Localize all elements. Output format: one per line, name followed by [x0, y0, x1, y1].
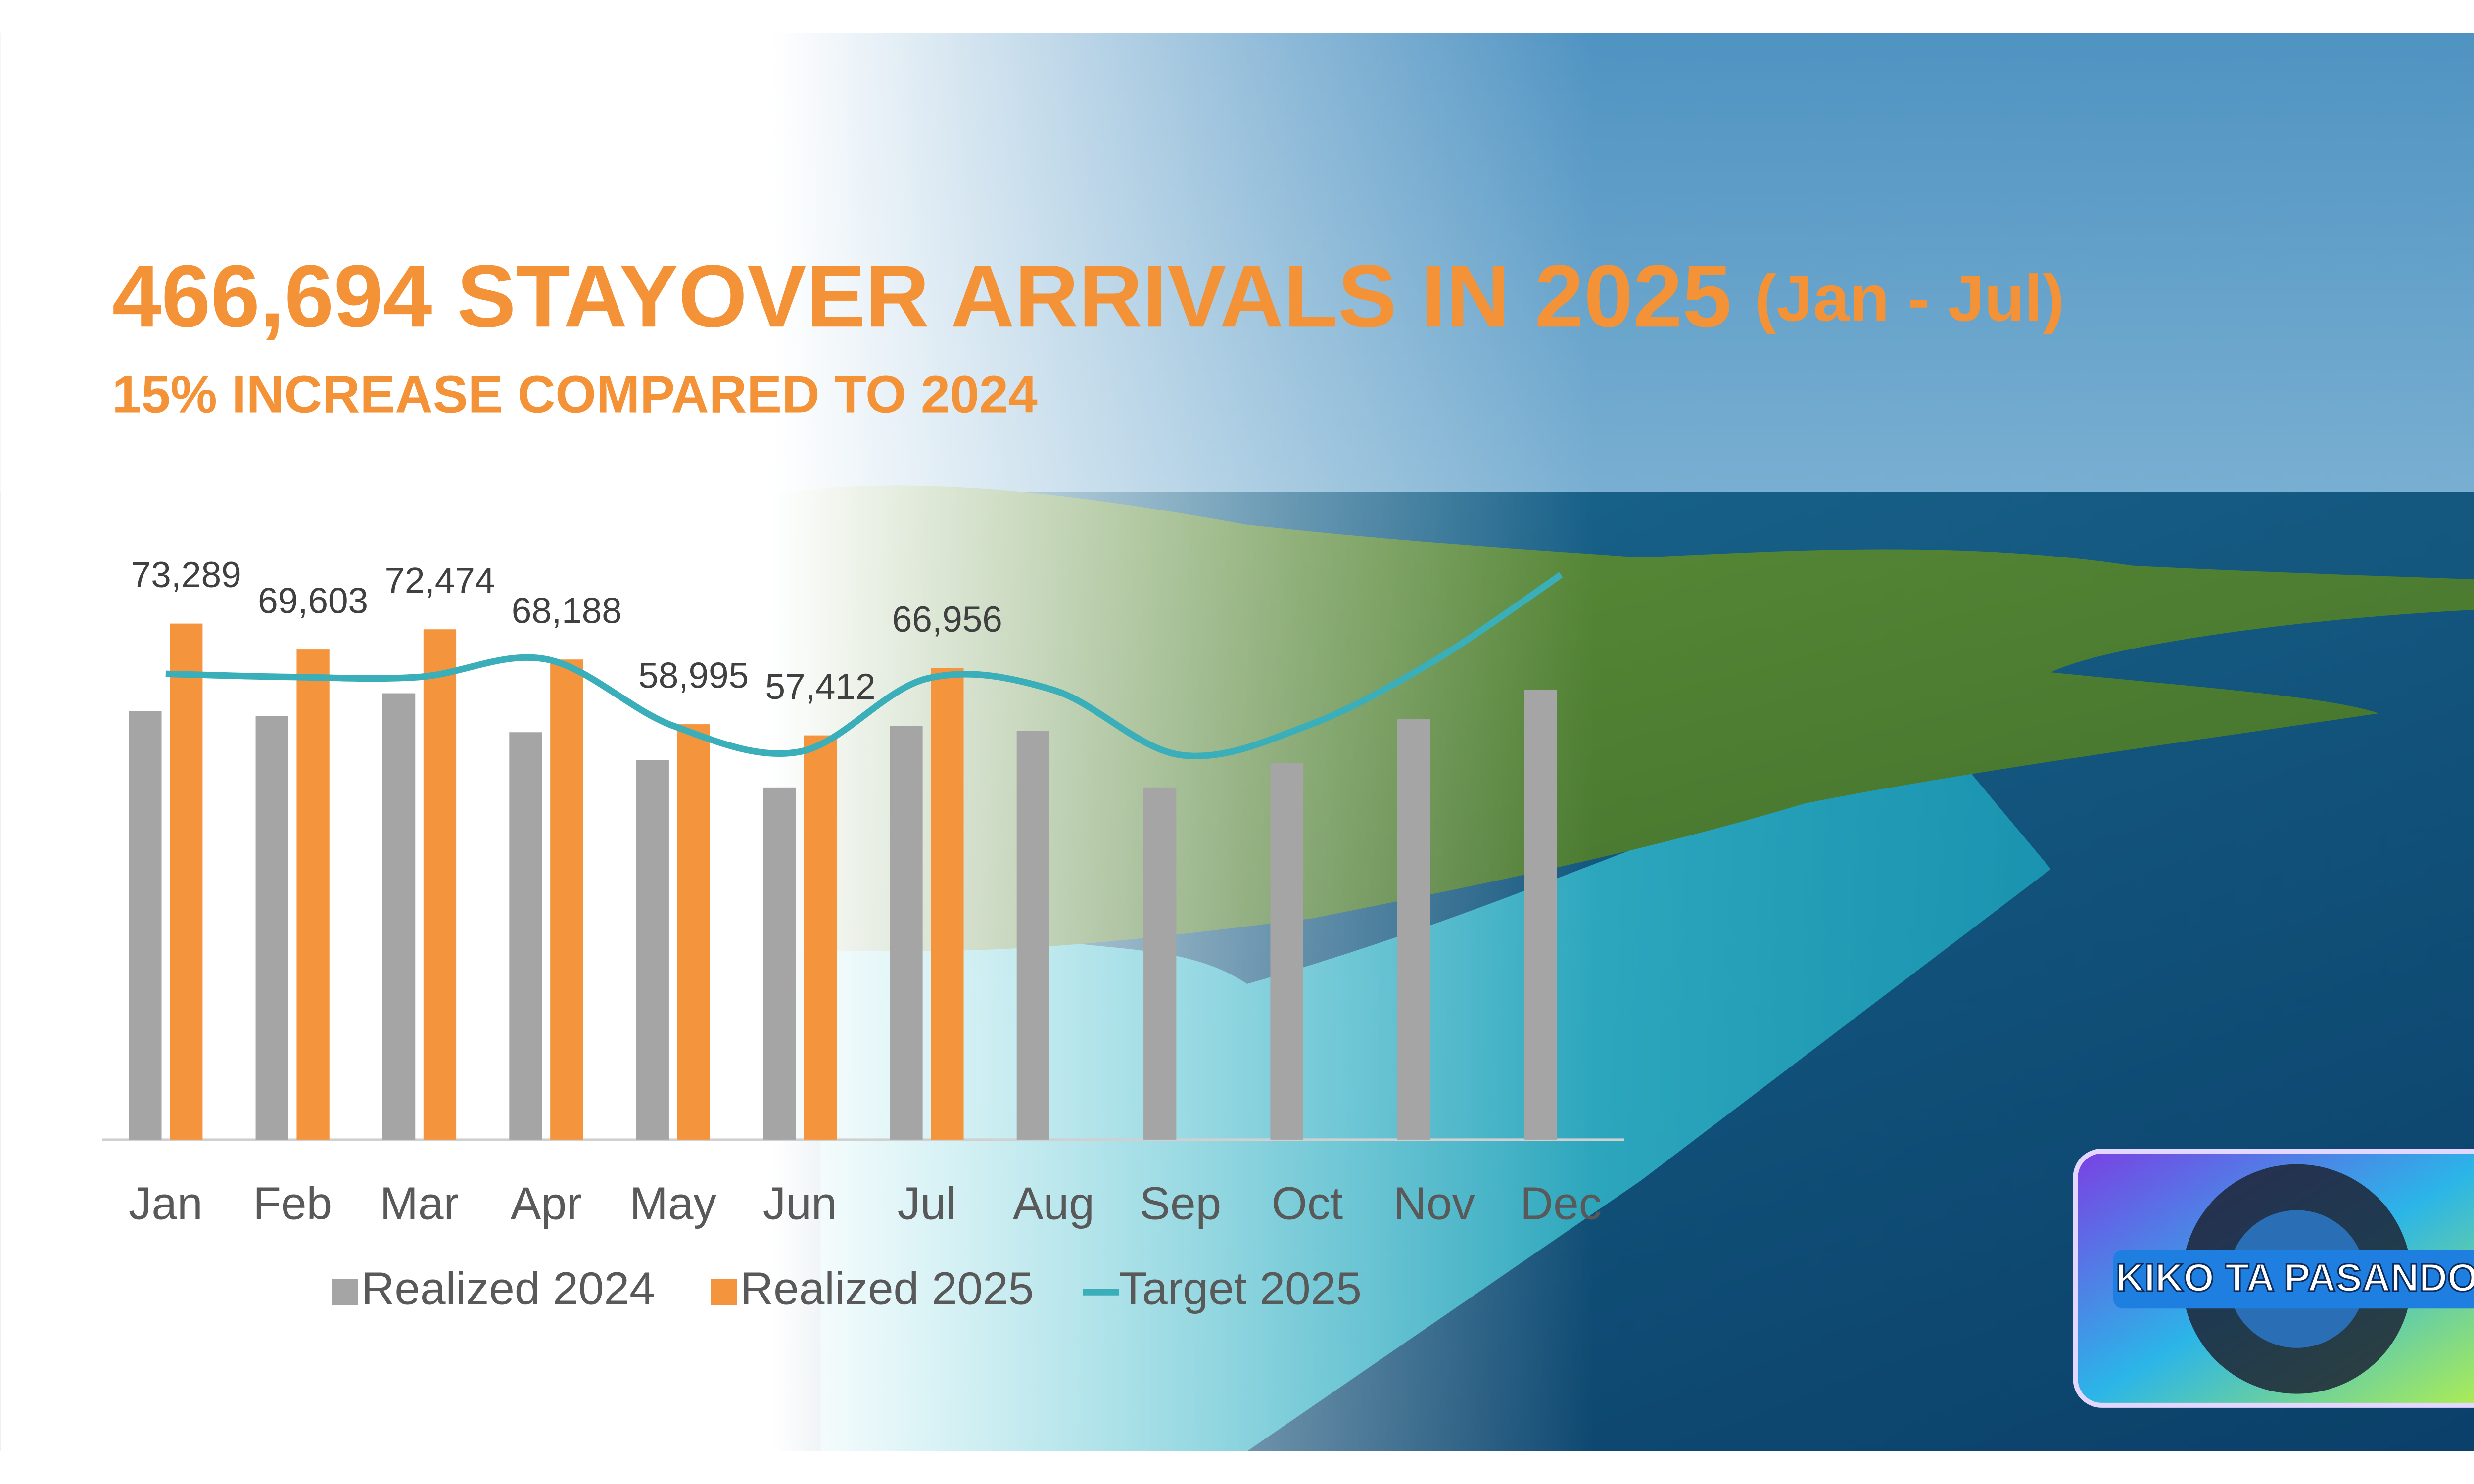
bar — [1143, 787, 1177, 1140]
bar — [296, 649, 330, 1140]
value-label: 57,412 — [765, 667, 876, 707]
bar — [890, 726, 923, 1140]
legend-swatch — [711, 1279, 737, 1305]
title-note: (Jan - Jul) — [1755, 262, 2064, 335]
value-label: 73,289 — [131, 555, 241, 595]
x-tick-label: Nov — [1393, 1177, 1475, 1229]
bar — [129, 711, 162, 1140]
x-tick-label: Jun — [763, 1177, 837, 1229]
x-tick-label: Feb — [253, 1177, 332, 1229]
x-tick-label: Apr — [511, 1177, 582, 1229]
legend-swatch — [332, 1279, 358, 1305]
bar — [1016, 730, 1049, 1140]
bar — [423, 629, 457, 1140]
logo-text: KIKO TA PASANDO — [2116, 1255, 2474, 1299]
x-tick-label: Aug — [1013, 1177, 1094, 1229]
chart-title: 466,694 STAYOVER ARRIVALS IN 2025 (Jan - … — [112, 247, 2065, 346]
bar — [677, 724, 710, 1140]
legend-label: Realized 2024 — [361, 1263, 655, 1314]
logo: KIKO TA PASANDO — [2073, 1149, 2474, 1408]
bar — [931, 668, 964, 1140]
bar — [255, 716, 288, 1140]
bar — [804, 735, 837, 1140]
bar — [1524, 690, 1557, 1140]
x-tick-label: Dec — [1520, 1177, 1602, 1229]
value-label: 69,603 — [258, 581, 368, 621]
line — [165, 572, 1563, 760]
chart-subtitle: 15% INCREASE COMPARED TO 2024 — [112, 366, 1038, 424]
value-label: 66,956 — [892, 600, 1002, 640]
x-tick-label: May — [630, 1177, 717, 1229]
bar — [636, 760, 669, 1140]
value-label: 72,474 — [384, 561, 495, 601]
x-tick-label: Jan — [129, 1177, 203, 1229]
bar — [550, 659, 583, 1140]
x-tick-label: Mar — [380, 1177, 459, 1229]
bar — [1270, 763, 1303, 1140]
value-label: 68,188 — [512, 591, 622, 631]
bar — [762, 787, 796, 1140]
bar — [509, 732, 542, 1140]
legend-label: Realized 2025 — [740, 1263, 1034, 1314]
value-label: 58,995 — [638, 656, 749, 696]
bar — [382, 693, 416, 1140]
title-main: 466,694 STAYOVER ARRIVALS IN 2025 — [112, 247, 1732, 346]
x-tick-label: Sep — [1140, 1177, 1221, 1229]
bar — [1397, 719, 1430, 1140]
x-tick-label: Oct — [1272, 1177, 1343, 1229]
x-tick-label: Jul — [898, 1177, 956, 1229]
legend-label: Target 2025 — [1119, 1263, 1362, 1314]
bar — [170, 623, 203, 1140]
